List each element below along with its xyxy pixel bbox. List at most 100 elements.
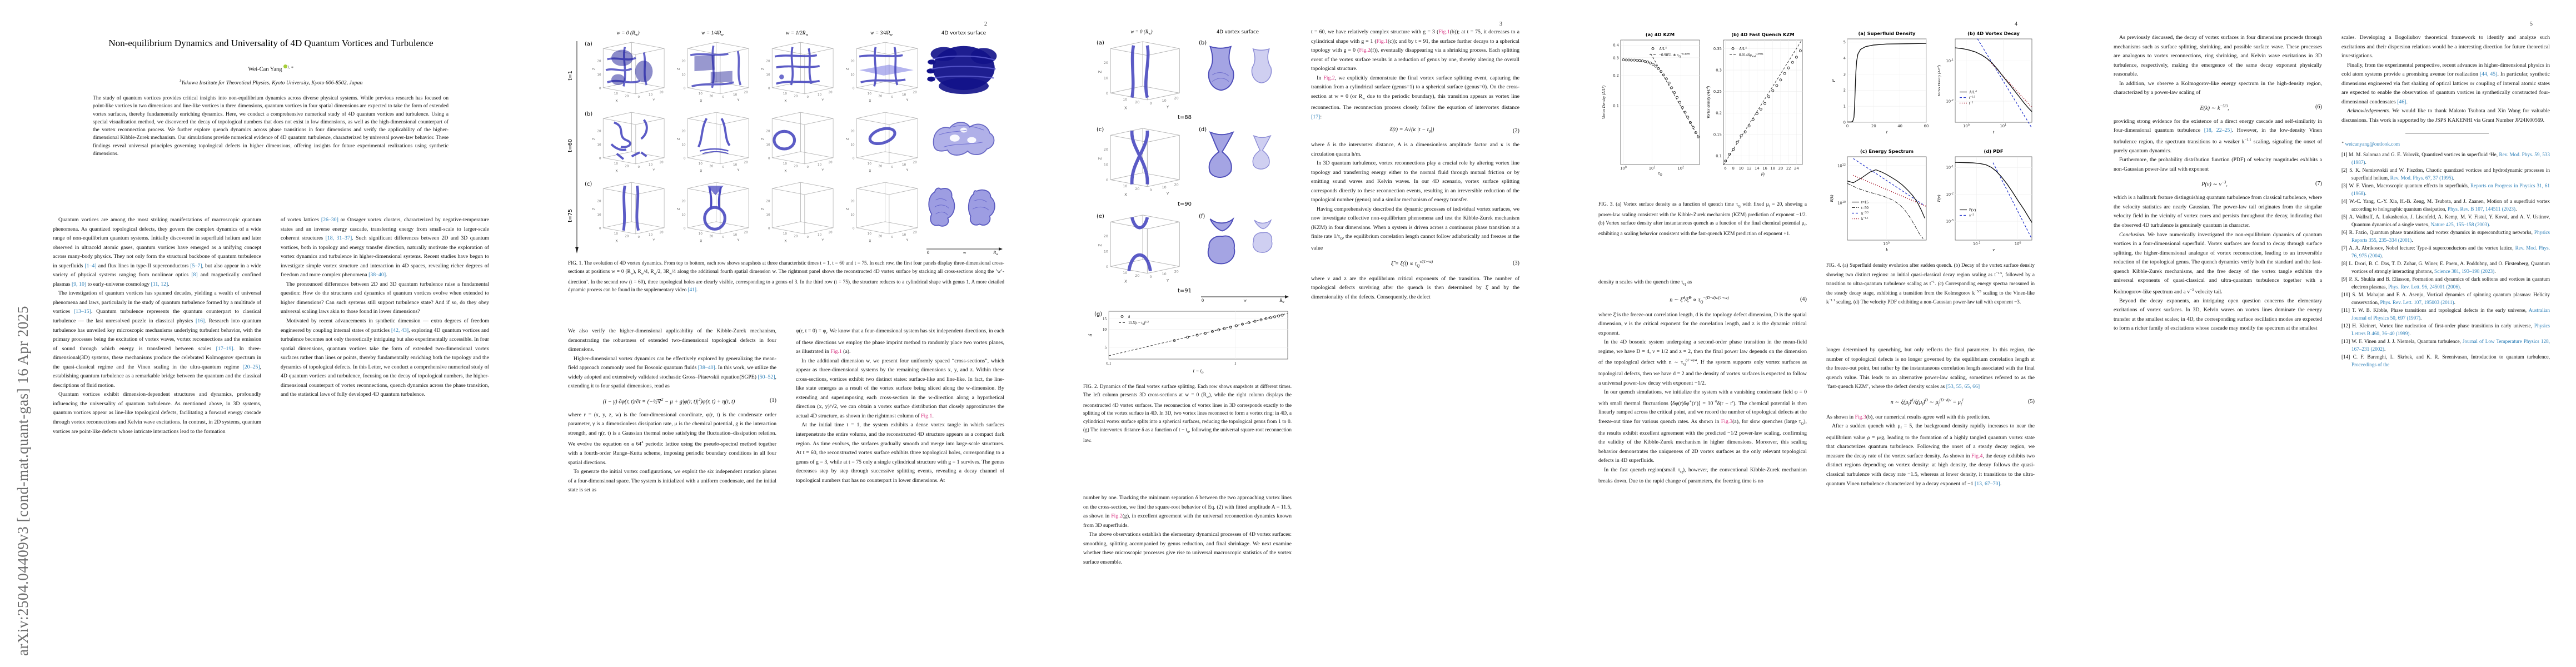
paragraph: density n scales with the quench time τQ…: [1598, 279, 1692, 286]
citation-link[interactable]: [16]: [195, 318, 205, 325]
svg-text:12: 12: [1747, 166, 1752, 171]
citation-link[interactable]: [18, 22–25]: [2204, 127, 2232, 134]
reference-link[interactable]: Science 381, 193–198 (2023): [2434, 268, 2495, 274]
svg-text:20: 20: [660, 231, 664, 235]
reference-link[interactable]: Rev. Mod. Phys. 76, 975 (2004): [2351, 245, 2550, 258]
svg-text:10: 10: [614, 162, 619, 166]
svg-text:15: 15: [1103, 317, 1107, 321]
figure-reference[interactable]: Fig.1: [1438, 29, 1450, 35]
citation-link[interactable]: [5–7]: [190, 262, 202, 269]
svg-text:1: 1: [1843, 104, 1846, 109]
svg-text:20: 20: [850, 130, 855, 133]
citation-link[interactable]: [46]: [2397, 98, 2406, 105]
citation-link[interactable]: [13–15]: [73, 308, 91, 315]
svg-text:4D vortex surface: 4D vortex surface: [1217, 29, 1259, 35]
svg-text:A/L4​: A/L4​: [1739, 47, 1747, 51]
svg-text:10-2​: 10-2​: [1946, 192, 1954, 197]
citation-link[interactable]: [42, 43]: [391, 327, 409, 334]
svg-text:δ: δ: [1128, 315, 1130, 319]
reference-link[interactable]: Phys. Rev. B 107, 144511 (2023): [2448, 206, 2516, 212]
reference-link[interactable]: Rev. Mod. Phys. 67, 37 (1995): [2390, 175, 2453, 181]
figure-reference[interactable]: Fig.3: [1855, 414, 1866, 420]
svg-text:10: 10: [850, 143, 855, 147]
figure-reference[interactable]: Fig.2: [1323, 74, 1335, 81]
orcid-icon[interactable]: [283, 64, 287, 68]
citation-link[interactable]: [38–40]: [368, 272, 386, 278]
figure-reference[interactable]: Fig.1: [830, 349, 842, 355]
svg-text:16: 16: [1762, 166, 1767, 171]
paragraph: t = 60, we have relatively complex struc…: [1311, 29, 1519, 72]
svg-text:10: 10: [733, 93, 738, 97]
figure-reference[interactable]: Fig.2: [1111, 513, 1123, 520]
citation-link[interactable]: [44, 45]: [2479, 71, 2498, 78]
reference-link[interactable]: Phys. Rev. Lett. 107, 195003 (2011): [2380, 299, 2454, 305]
email-link[interactable]: weicanyang@outlook.com: [2345, 141, 2400, 147]
svg-text:10: 10: [1104, 250, 1108, 254]
citation-link[interactable]: [50–52]: [758, 374, 775, 380]
citation-link[interactable]: [18, 31–37]: [325, 235, 352, 242]
svg-text:Y: Y: [821, 98, 824, 102]
svg-text:Y: Y: [821, 168, 824, 172]
svg-text:101​: 101​: [1649, 166, 1656, 171]
paragraph: The investigation of quantum vortices ha…: [53, 290, 261, 389]
reference-link[interactable]: Nature 425, 155–158 (2003): [2430, 221, 2489, 227]
svg-text:5: 5: [1843, 40, 1846, 44]
figure-reference[interactable]: Fig.2: [1359, 47, 1371, 54]
figure-reference[interactable]: Fig.1: [1376, 38, 1388, 44]
reference-item: [4] W.-C. Yang, C.-Y. Xia, H.-B. Zeng, M…: [2341, 198, 2550, 212]
citation-link[interactable]: [17–19]: [216, 345, 233, 352]
figure-reference[interactable]: Fig.3: [1721, 419, 1733, 425]
reference-link[interactable]: Physics Letters B 460, 36–40 (1999): [2351, 322, 2550, 336]
svg-text:(a): (a): [1097, 40, 1104, 46]
svg-text:0: 0: [1106, 92, 1108, 96]
reference-link[interactable]: Journal of Low Temperature Physics 128, …: [2351, 338, 2550, 352]
citation-link[interactable]: [9, 10]: [72, 281, 87, 287]
citation-link[interactable]: [41]: [687, 287, 696, 293]
citation-link[interactable]: [38–40]: [697, 365, 715, 371]
svg-text:X: X: [615, 239, 618, 243]
reference-link[interactable]: Phys. Rev. Lett. 96, 245001 (2006): [2388, 283, 2460, 290]
svg-text:5: 5: [1105, 346, 1107, 350]
svg-text:Z: Z: [846, 138, 850, 140]
footnote-marker: ∗: [2341, 141, 2344, 145]
citation-link[interactable]: [13, 67–70]: [1974, 480, 2000, 487]
svg-text:w: w: [963, 250, 966, 255]
svg-text:X: X: [1124, 278, 1127, 283]
citation-link[interactable]: [11, 12]: [151, 281, 168, 287]
svg-text:Z: Z: [1098, 243, 1103, 246]
svg-text:20: 20: [829, 231, 833, 235]
figure-reference[interactable]: Fig.4: [1971, 452, 1983, 459]
svg-text:0: 0: [638, 166, 640, 169]
figure-reference[interactable]: Fig.1: [921, 412, 933, 419]
svg-text:0.0146μend​0.9931​: 0.0146μend​0.9931​: [1739, 53, 1764, 58]
paragraph: Motivated by recent advancements in synt…: [281, 318, 489, 398]
citation-link[interactable]: [26–30]: [321, 217, 338, 223]
svg-text:Z: Z: [761, 68, 765, 70]
svg-text:10: 10: [1123, 271, 1127, 275]
svg-text:20: 20: [766, 59, 770, 63]
citation-link[interactable]: [1–4]: [84, 262, 97, 269]
svg-text:Z: Z: [677, 208, 681, 210]
reference-link[interactable]: Reports on Progress in Physics 31, 61 (1…: [2351, 182, 2550, 196]
citation-link[interactable]: [20–25]: [242, 364, 260, 370]
svg-text:20: 20: [794, 94, 798, 98]
svg-text:w = 3/4Rw​: w = 3/4Rw​: [870, 31, 893, 37]
citation-link[interactable]: [53, 55, 65, 66]: [1946, 384, 1980, 390]
svg-text:0.35: 0.35: [1713, 47, 1722, 51]
svg-text:Rw​: Rw​: [993, 250, 998, 256]
svg-text:(c) Energy Spectrum: (c) Energy Spectrum: [1860, 148, 1914, 154]
p4-column-1: density n scales with the quench time τQ…: [1598, 278, 1807, 646]
paragraph: As shown in Fig.3(b), our numerical resu…: [1826, 414, 1990, 420]
reference-item: [7] A. A. Abrikosov, Nobel lecture: Type…: [2341, 245, 2550, 258]
svg-text:k−5/3​: k−5/3​: [1861, 211, 1869, 216]
reference-link[interactable]: Rev. Mod. Phys. 59, 533 (1987): [2351, 151, 2550, 165]
svg-text:t − t0​: t − t0​: [1193, 368, 1204, 375]
paragraph: Quantum vortices exhibit dimension-depen…: [53, 391, 261, 435]
svg-text:X: X: [615, 99, 618, 103]
reference-link[interactable]: Australian Journal of Physics 50, 697 (1…: [2351, 307, 2550, 321]
reference-link[interactable]: Proceedings of the: [2351, 361, 2390, 367]
citation-link[interactable]: [17]: [1311, 113, 1321, 120]
citation-link[interactable]: [8]: [191, 272, 198, 278]
reference-item: [6] R. Fazio, Quantum phase transitions …: [2341, 229, 2550, 243]
